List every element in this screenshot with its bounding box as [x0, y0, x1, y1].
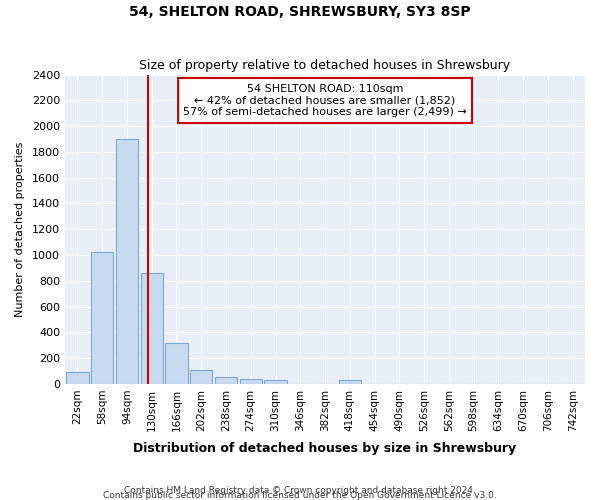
Bar [265, 380, 287, 384]
Bar [190, 370, 212, 384]
Title: Size of property relative to detached houses in Shrewsbury: Size of property relative to detached ho… [139, 59, 511, 72]
Bar [239, 378, 262, 384]
Bar [338, 380, 361, 384]
Bar [166, 342, 188, 384]
Text: 54 SHELTON ROAD: 110sqm
← 42% of detached houses are smaller (1,852)
57% of semi: 54 SHELTON ROAD: 110sqm ← 42% of detache… [183, 84, 467, 117]
Text: 54, SHELTON ROAD, SHREWSBURY, SY3 8SP: 54, SHELTON ROAD, SHREWSBURY, SY3 8SP [129, 5, 471, 19]
Bar [140, 273, 163, 384]
X-axis label: Distribution of detached houses by size in Shrewsbury: Distribution of detached houses by size … [133, 442, 517, 455]
Bar [116, 139, 138, 384]
Text: Contains public sector information licensed under the Open Government Licence v3: Contains public sector information licen… [103, 490, 497, 500]
Y-axis label: Number of detached properties: Number of detached properties [15, 142, 25, 317]
Text: Contains HM Land Registry data © Crown copyright and database right 2024.: Contains HM Land Registry data © Crown c… [124, 486, 476, 495]
Bar [215, 378, 237, 384]
Bar [66, 372, 89, 384]
Bar [91, 252, 113, 384]
